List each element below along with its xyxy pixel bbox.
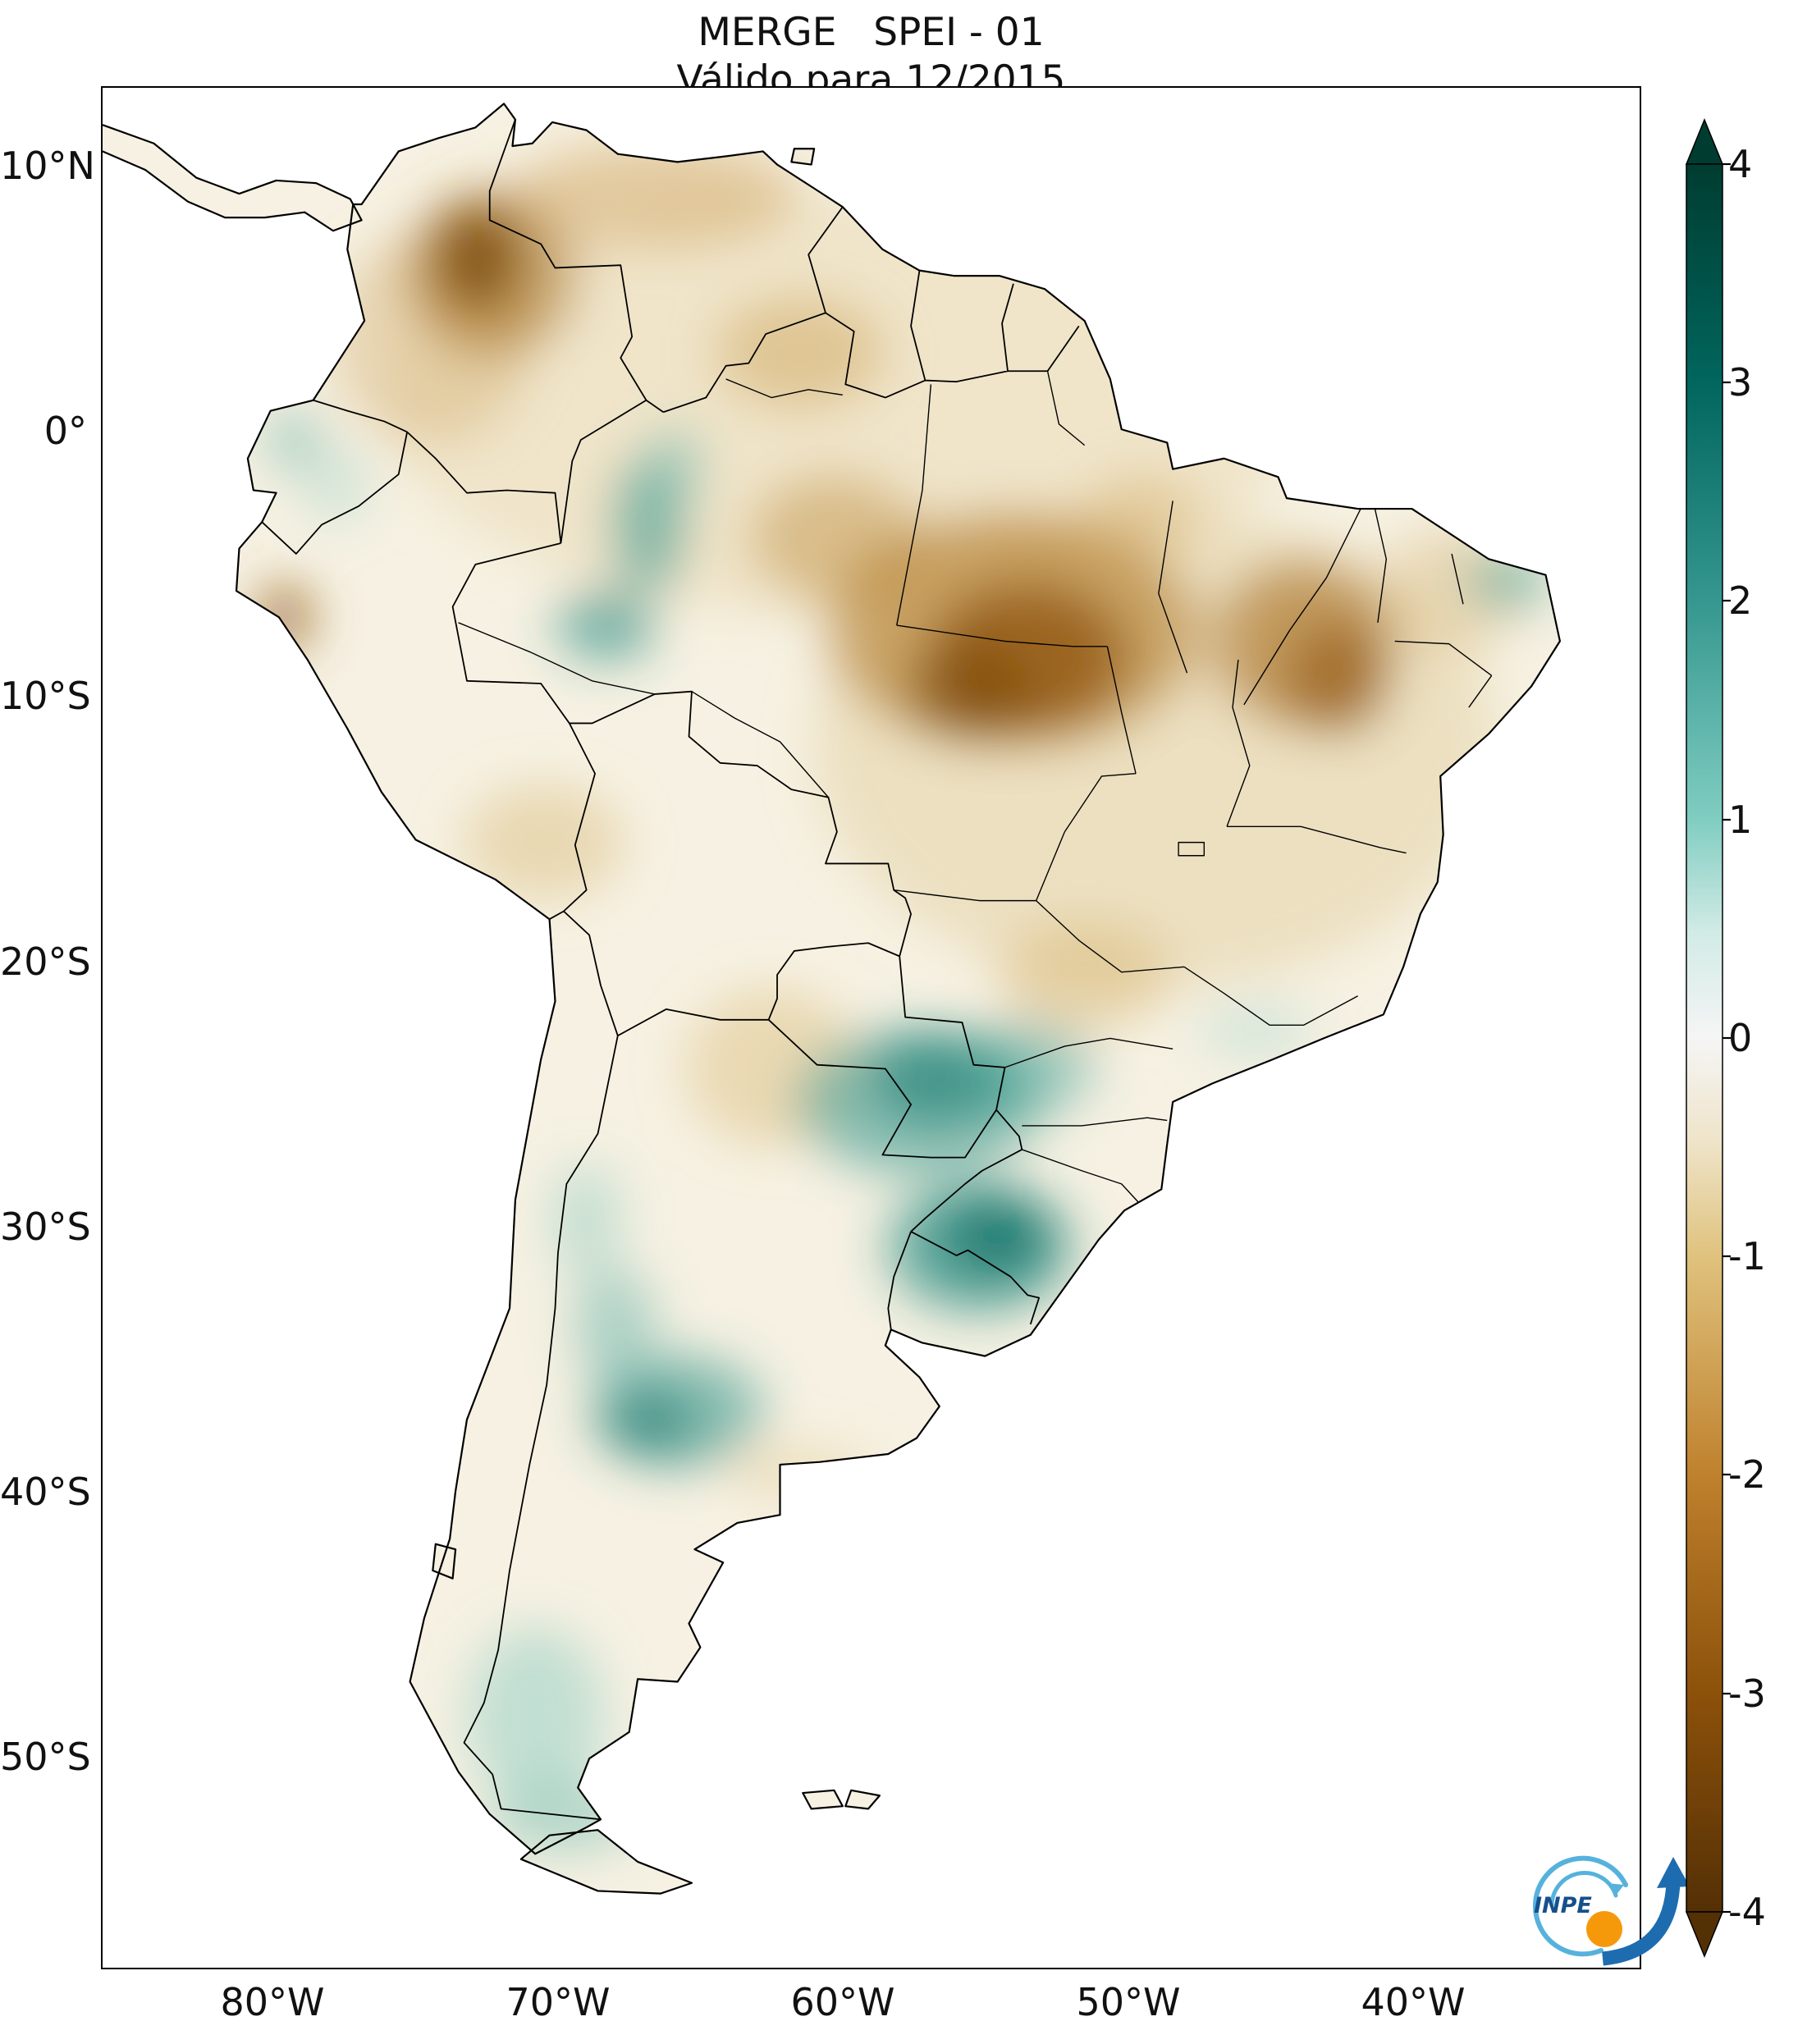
lat-tick-30s: 30°S [0,1205,91,1249]
inpe-logo-text: INPE [1534,1893,1592,1918]
lon-tick-60w: 60°W [790,1980,895,2024]
state-borders [459,371,1492,1202]
colorbar-tick-m2: -2 [1728,1452,1766,1497]
lat-tick-10n: 10°N [0,144,95,188]
lon-tick-40w: 40°W [1361,1980,1466,2024]
country-borders [262,120,1078,1820]
colorbar [1685,118,1731,1958]
inpe-logo: INPE [1532,1855,1690,1966]
colorbar-gradient [1686,163,1723,1913]
colorbar-tick-m3: -3 [1728,1671,1766,1716]
colorbar-tickmarks [1723,162,1731,1914]
lat-tick-0: 0° [43,409,87,453]
colorbar-tick-m1: -1 [1728,1234,1766,1278]
colorbar-tick-m4: -4 [1728,1890,1766,1934]
lat-tick-20s: 20°S [0,940,91,984]
colorbar-tick-2: 2 [1728,578,1753,623]
lat-tick-50s: 50°S [0,1735,91,1779]
colorbar-tick-3: 3 [1728,360,1753,405]
map-plot-area: INPE [101,86,1690,1969]
colorbar-extend-max [1685,118,1724,165]
lon-tick-50w: 50°W [1076,1980,1181,2024]
inpe-logo-swirl-icon [1532,1855,1690,1966]
lat-tick-10s: 10°S [0,674,91,718]
map-title: MERGE SPEI - 01 [698,10,1045,55]
colorbar-extend-min [1685,1911,1724,1958]
lon-tick-80w: 80°W [220,1980,325,2024]
lon-tick-70w: 70°W [506,1980,611,2024]
colorbar-tick-4: 4 [1728,142,1753,186]
coastline [103,103,1560,1893]
colorbar-tick-0: 0 [1728,1016,1753,1060]
lat-tick-40s: 40°S [0,1470,91,1514]
colorbar-tick-1: 1 [1728,798,1753,842]
spei-map [103,88,1640,1968]
